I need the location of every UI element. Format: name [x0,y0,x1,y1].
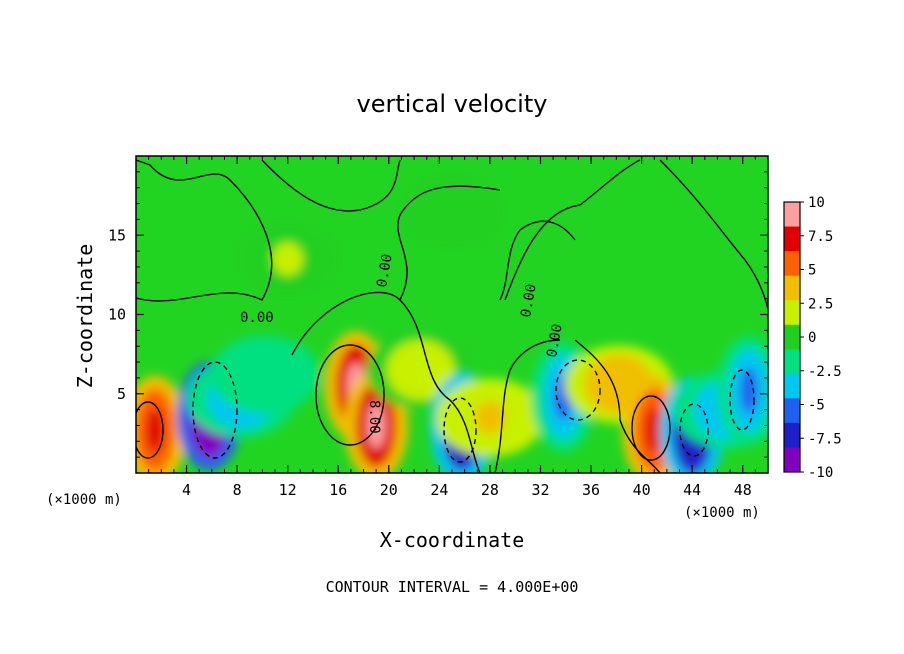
colorbar-tick-label: -10 [808,465,833,481]
field-feature-core [474,401,506,435]
colorbar-tick-label: 5 [808,263,816,279]
y-tick-label: 15 [108,226,126,244]
field-feature-core [603,367,635,401]
x-tick-label: 4 [182,481,191,499]
colorbar-segment [784,447,800,473]
colorbar-tick-label: 0 [808,330,816,346]
x-tick-label: 48 [734,481,752,499]
y-tick-label: 5 [117,385,126,403]
x-tick-label: 44 [683,481,701,499]
colorbar-tick-label: 10 [808,195,825,211]
contour-line-labels: 0.00 0.00 0.00 0.00 8.00 [240,253,566,434]
contour-label: 0.00 [240,310,274,326]
colorbar-segment [784,275,800,301]
colorbar-tick-label: 7.5 [808,229,833,245]
field-feature-core [645,407,664,454]
x-tick-label: 36 [582,481,600,499]
x-tick-label: 24 [430,481,448,499]
colorbar-tick-label: -7.5 [808,431,842,447]
x-tick-label: 16 [329,481,347,499]
contour-interval-note: CONTOUR INTERVAL = 4.000E+00 [326,578,579,596]
x-axis-label: X-coordinate [380,528,525,552]
colorbar-segment [784,251,800,277]
colorbar-segment [784,422,800,448]
y-axis-ticks: 5 10 15 [108,171,768,458]
field-feature-core [145,407,164,454]
colorbar-tick-label: -5 [808,398,825,414]
chart-title: vertical velocity [357,90,548,118]
field-feature-core [436,194,468,228]
contour-label: 0.00 [374,253,396,289]
x-tick-label: 40 [633,481,651,499]
field-feature-core [367,402,386,449]
colorbar-segment [784,226,800,252]
x-unit-label-right: (×1000 m) [684,505,760,521]
x-tick-label: 20 [380,481,398,499]
field-feature-core [249,358,281,392]
colorbar-segment [784,373,800,399]
colorbar-segment [784,398,800,424]
colorbar-segment [784,349,800,375]
contour-label: 0.00 [544,323,566,359]
x-tick-label: 32 [531,481,549,499]
y-axis-label: Z-coordinate [73,244,97,389]
colorbar-segment [784,324,800,350]
contour-lines [136,159,768,473]
velocity-field: 0.00 0.00 0.00 0.00 8.00 [136,156,768,473]
colorbar-segment [784,300,800,326]
x-tick-label: 8 [233,481,242,499]
contour-label: 0.00 [518,283,540,319]
x-tick-label: 28 [481,481,499,499]
y-tick-label: 10 [108,306,126,324]
x-unit-label-left: (×1000 m) [46,492,122,508]
field-feature-core [272,242,303,276]
colorbar-segment [784,202,800,228]
colorbar-tick-label: 2.5 [808,296,833,312]
x-tick-label: 12 [279,481,297,499]
colorbar-tick-label: -2.5 [808,364,842,380]
field-feature-core [405,353,436,387]
contour-label: 8.00 [366,400,382,434]
x-axis-ticks: 4 8 12 16 20 24 28 32 36 40 44 48 [148,156,756,499]
colorbar: 10 7.5 5 2.5 0 -2.5 -5 -7.5 -10 [783,195,842,481]
